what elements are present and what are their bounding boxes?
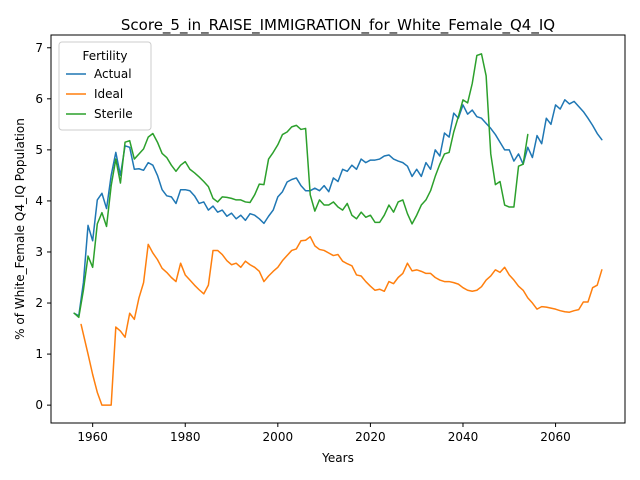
y-tick-label: 6 (35, 92, 43, 106)
y-tick-label: 2 (35, 296, 43, 310)
y-tick-label: 5 (35, 143, 43, 157)
x-tick-label: 2020 (355, 430, 386, 444)
plot-area (73, 53, 603, 406)
y-tick-label: 0 (35, 398, 43, 412)
series-line-sterile (73, 53, 529, 319)
legend-label-ideal: Ideal (94, 87, 123, 101)
legend-label-sterile: Sterile (94, 107, 133, 121)
x-axis-label: Years (321, 451, 354, 465)
y-tick-label: 1 (35, 347, 43, 361)
y-axis: 0 1 2 3 4 5 6 7 (35, 41, 51, 412)
legend-frame (58, 41, 152, 131)
y-tick-label: 7 (35, 41, 43, 55)
series-line-ideal (80, 235, 603, 406)
x-tick-label: 1960 (77, 430, 108, 444)
x-tick-label: 2000 (263, 430, 294, 444)
x-tick-label: 2060 (540, 430, 571, 444)
series-line-actual (73, 99, 603, 317)
chart-title: Score_5_in_RAISE_IMMIGRATION_for_White_F… (121, 16, 555, 35)
y-tick-label: 4 (35, 194, 43, 208)
legend-entries: Actual Ideal Sterile (66, 67, 133, 121)
y-axis-label: % of White_Female Q4_IQ Population (13, 118, 27, 340)
x-tick-label: 2040 (448, 430, 479, 444)
legend-title: Fertility (82, 49, 127, 63)
x-axis: 1960 1980 2000 2020 2040 2060 (77, 423, 571, 444)
legend-label-actual: Actual (94, 67, 132, 81)
plot-frame (50, 34, 626, 424)
y-tick-label: 3 (35, 245, 43, 259)
x-tick-label: 1980 (170, 430, 201, 444)
legend: Fertility Actual Ideal Sterile (58, 41, 152, 131)
